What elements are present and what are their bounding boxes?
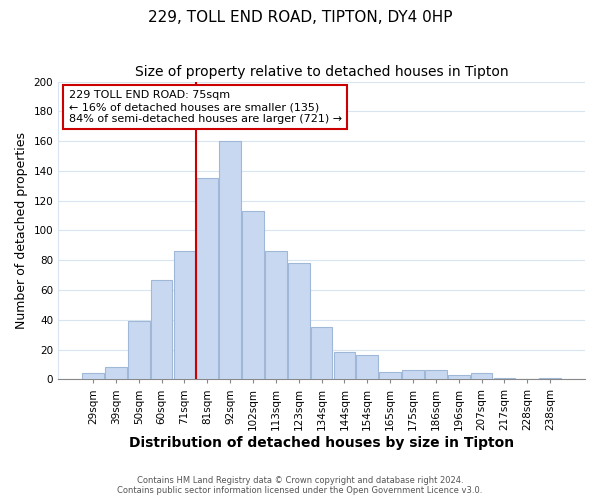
Bar — [128, 321, 149, 380]
Bar — [334, 352, 355, 380]
Title: Size of property relative to detached houses in Tipton: Size of property relative to detached ho… — [135, 65, 508, 79]
Bar — [105, 368, 127, 380]
Bar — [471, 374, 493, 380]
Bar — [265, 252, 287, 380]
Bar — [356, 356, 378, 380]
Bar — [494, 378, 515, 380]
Bar — [448, 375, 470, 380]
Bar — [219, 141, 241, 380]
Bar — [311, 327, 332, 380]
Bar — [425, 370, 447, 380]
Bar — [288, 263, 310, 380]
Bar — [173, 252, 195, 380]
X-axis label: Distribution of detached houses by size in Tipton: Distribution of detached houses by size … — [129, 436, 514, 450]
Bar — [539, 378, 561, 380]
Text: Contains HM Land Registry data © Crown copyright and database right 2024.
Contai: Contains HM Land Registry data © Crown c… — [118, 476, 482, 495]
Bar — [82, 374, 104, 380]
Bar — [379, 372, 401, 380]
Bar — [151, 280, 172, 380]
Y-axis label: Number of detached properties: Number of detached properties — [15, 132, 28, 329]
Text: 229, TOLL END ROAD, TIPTON, DY4 0HP: 229, TOLL END ROAD, TIPTON, DY4 0HP — [148, 10, 452, 25]
Bar — [196, 178, 218, 380]
Text: 229 TOLL END ROAD: 75sqm
← 16% of detached houses are smaller (135)
84% of semi-: 229 TOLL END ROAD: 75sqm ← 16% of detach… — [69, 90, 342, 124]
Bar — [402, 370, 424, 380]
Bar — [242, 211, 264, 380]
